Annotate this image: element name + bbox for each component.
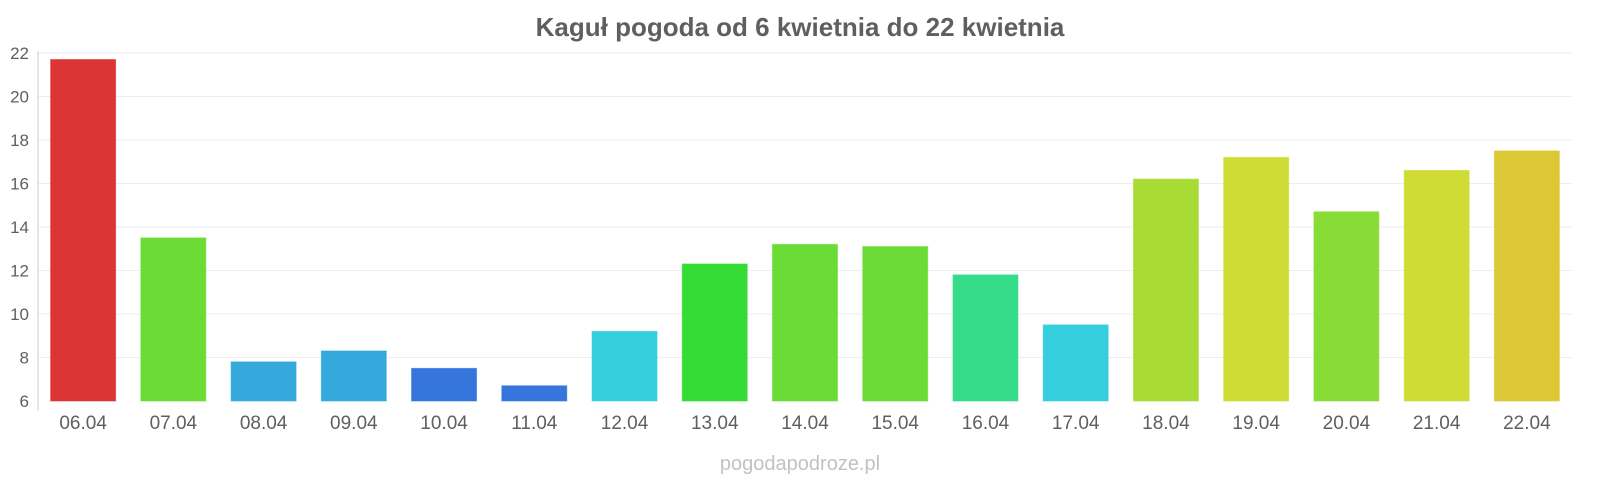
x-tick-label: 09.04 xyxy=(330,413,378,434)
y-tick-label: 10 xyxy=(10,305,29,324)
x-tick-label: 15.04 xyxy=(871,413,919,434)
x-tick-label: 13.04 xyxy=(691,413,739,434)
bar-11.04 xyxy=(501,385,568,402)
watermark-text: pogodapodroze.pl xyxy=(720,453,880,475)
bar-22.04 xyxy=(1493,150,1560,402)
bar-18.04 xyxy=(1132,178,1199,402)
bar-07.04 xyxy=(140,237,207,402)
x-tick-label: 12.04 xyxy=(601,413,649,434)
bar-12.04 xyxy=(591,330,658,402)
x-axis-ticks: 06.04 07.04 08.04 09.04 10.04 11.04 12.04 13.04… xyxy=(59,413,1551,434)
x-tick-label: 11.04 xyxy=(511,413,558,434)
bar-16.04 xyxy=(952,274,1019,402)
y-tick-label: 20 xyxy=(10,88,29,107)
bar-06.04 xyxy=(50,59,117,402)
y-tick-label: 14 xyxy=(10,218,29,237)
y-tick-label: 18 xyxy=(10,131,29,150)
y-tick-label: 16 xyxy=(10,175,29,194)
x-tick-label: 18.04 xyxy=(1142,413,1190,434)
x-tick-label: 08.04 xyxy=(240,413,288,434)
bar-19.04 xyxy=(1223,156,1290,402)
y-tick-label: 22 xyxy=(10,44,29,63)
x-tick-label: 19.04 xyxy=(1232,413,1280,434)
bar-09.04 xyxy=(320,350,387,402)
bar-17.04 xyxy=(1042,324,1109,402)
bars xyxy=(50,59,1560,402)
y-axis-ticks: 6 8 10 12 14 16 18 20 22 xyxy=(10,44,29,411)
x-tick-label: 17.04 xyxy=(1052,413,1100,434)
bar-14.04 xyxy=(772,243,838,402)
y-tick-label: 8 xyxy=(20,349,29,368)
chart-title: Kaguł pogoda od 6 kwietnia do 22 kwietni… xyxy=(536,12,1065,42)
x-tick-label: 14.04 xyxy=(781,413,829,434)
y-tick-label: 12 xyxy=(10,262,29,281)
x-tick-label: 16.04 xyxy=(962,413,1010,434)
bar-21.04 xyxy=(1403,169,1470,402)
x-tick-label: 07.04 xyxy=(150,413,198,434)
bar-10.04 xyxy=(411,367,478,402)
x-tick-label: 21.04 xyxy=(1413,413,1461,434)
x-tick-label: 20.04 xyxy=(1323,413,1371,434)
x-tick-label: 10.04 xyxy=(420,413,468,434)
bar-13.04 xyxy=(681,263,748,402)
x-tick-label: 22.04 xyxy=(1503,413,1551,434)
bar-15.04 xyxy=(862,246,929,402)
bar-20.04 xyxy=(1313,211,1380,402)
bar-08.04 xyxy=(230,361,297,402)
y-tick-label: 6 xyxy=(20,392,29,411)
x-tick-label: 06.04 xyxy=(59,413,107,434)
